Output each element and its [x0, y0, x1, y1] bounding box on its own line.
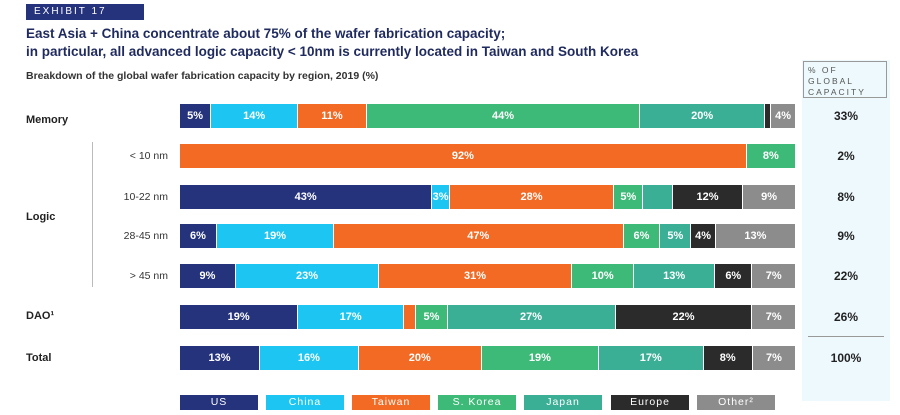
- bar-segment: 44%: [366, 104, 641, 128]
- global-capacity-panel: [802, 60, 890, 401]
- bar-segment: 4%: [691, 224, 716, 248]
- chart-subtitle: Breakdown of the global wafer fabricatio…: [26, 70, 379, 82]
- global-capacity-value: 2%: [837, 149, 855, 163]
- row-label: < 10 nm: [129, 150, 168, 162]
- bar-segment: 9%: [180, 264, 236, 288]
- row-label: > 45 nm: [129, 270, 168, 282]
- global-capacity-value: 9%: [837, 229, 855, 243]
- global-capacity-value: 8%: [837, 190, 855, 204]
- logic-bracket: [92, 142, 101, 287]
- bar-segment: 11%: [298, 104, 367, 128]
- global-capacity-value: 22%: [833, 269, 859, 283]
- global-capacity-value: 100%: [830, 351, 862, 365]
- legend-item: Europe: [611, 395, 689, 410]
- bar-segment: 3%: [432, 185, 450, 209]
- bar-segment: [404, 305, 417, 329]
- bar-segment: 7%: [752, 346, 796, 370]
- bar-segment: 5%: [660, 224, 692, 248]
- bar-segment: 6%: [180, 224, 217, 248]
- bar-segment: 17%: [598, 346, 704, 370]
- bar-segment: 13%: [634, 264, 716, 288]
- chart-title: East Asia + China concentrate about 75% …: [26, 25, 638, 61]
- group-label-logic: Logic: [26, 211, 56, 223]
- bar-segment: 20%: [358, 346, 482, 370]
- bar-segment: 22%: [615, 305, 753, 329]
- bar-segment: 10%: [572, 264, 635, 288]
- row-label: 28-45 nm: [123, 230, 168, 242]
- global-capacity-header: % OF GLOBAL CAPACITY: [803, 61, 887, 98]
- bar-segment: 47%: [334, 224, 624, 248]
- global-capacity-value: 33%: [833, 109, 859, 123]
- bar-segment: 9%: [743, 185, 796, 209]
- bar-segment: 92%: [180, 144, 747, 168]
- bar-segment: [764, 104, 772, 128]
- bar-segment: 14%: [211, 104, 299, 128]
- bar-segment: 20%: [640, 104, 765, 128]
- bar-segment: 13%: [180, 346, 261, 370]
- legend-item: Japan: [524, 395, 602, 410]
- legend-item: S. Korea: [438, 395, 516, 410]
- bar-segment: 17%: [298, 305, 404, 329]
- bar-segment: 28%: [449, 185, 615, 209]
- total-divider: [808, 336, 884, 337]
- bar-segment: 7%: [752, 264, 796, 288]
- bar-segment: 12%: [672, 185, 744, 209]
- bar-segment: 43%: [180, 185, 433, 209]
- title-line-1: East Asia + China concentrate about 75% …: [26, 26, 506, 41]
- bar-segment: 19%: [216, 224, 334, 248]
- legend-item: Taiwan: [352, 395, 430, 410]
- bar-segment: 8%: [746, 144, 796, 168]
- bar-segment: 16%: [260, 346, 359, 370]
- bar-segment: 5%: [180, 104, 212, 128]
- bar-segment: [643, 185, 673, 209]
- bar-segment: 6%: [623, 224, 661, 248]
- row-label: 10-22 nm: [123, 191, 168, 203]
- global-capacity-value: 26%: [833, 310, 859, 324]
- group-label-dao: DAO¹: [26, 310, 55, 322]
- bar-segment: 27%: [447, 305, 616, 329]
- group-label-total: Total: [26, 352, 52, 364]
- legend-item: China: [266, 395, 344, 410]
- legend-item: US: [180, 395, 258, 410]
- bar-segment: 19%: [180, 305, 299, 329]
- bar-segment: 31%: [379, 264, 572, 288]
- bar-segment: 5%: [614, 185, 644, 209]
- title-line-2: in particular, all advanced logic capaci…: [26, 44, 639, 59]
- bar-segment: 13%: [715, 224, 796, 248]
- exhibit-badge: EXHIBIT 17: [26, 4, 144, 20]
- bar-segment: 8%: [703, 346, 753, 370]
- bar-segment: 19%: [481, 346, 599, 370]
- bar-segment: 7%: [752, 305, 796, 329]
- group-label-memory: Memory: [26, 114, 69, 126]
- bar-segment: 23%: [236, 264, 380, 288]
- bar-segment: 4%: [771, 104, 796, 128]
- legend-item: Other²: [697, 395, 775, 410]
- bar-segment: 5%: [416, 305, 448, 329]
- bar-segment: 6%: [715, 264, 753, 288]
